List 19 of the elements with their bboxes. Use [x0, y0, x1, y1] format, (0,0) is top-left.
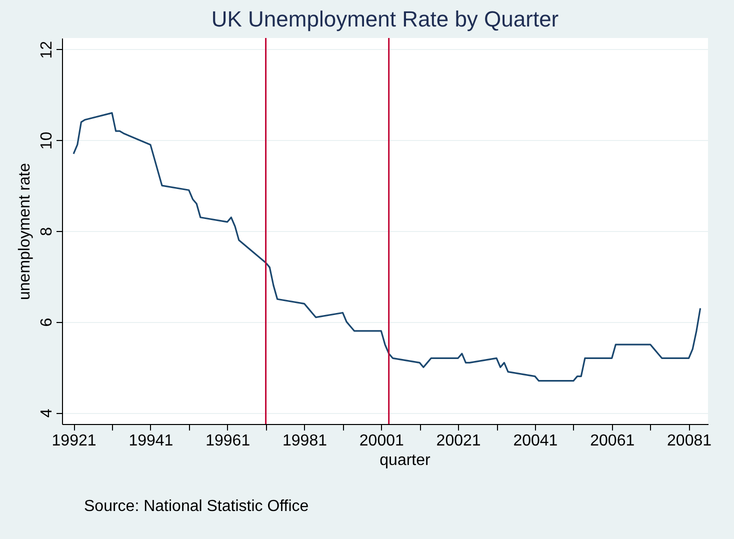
- source-note: Source: National Statistic Office: [84, 498, 309, 516]
- x-tick-label: 19941: [128, 432, 174, 450]
- y-tick-label: 8: [38, 226, 56, 236]
- x-tick-label: 19961: [206, 432, 250, 450]
- y-tick-label: 12: [38, 40, 56, 59]
- x-axis-title: quarter: [378, 452, 432, 470]
- y-tick-label: 6: [38, 318, 56, 327]
- x-tick-label: 20001: [359, 432, 404, 450]
- x-tick-label: 20081: [667, 432, 712, 450]
- line-series: [72, 112, 702, 382]
- chart-title: UK Unemployment Rate by Quarter: [211, 6, 559, 32]
- y-tick-label: 10: [38, 132, 56, 150]
- x-tick-label: 19981: [282, 432, 328, 450]
- x-tick-label: 19921: [52, 432, 96, 450]
- x-tick-label: 20021: [436, 432, 481, 450]
- x-tick-label: 20041: [513, 432, 558, 450]
- y-axis-title: unemployment rate: [16, 162, 34, 300]
- y-tick-label: 4: [38, 408, 56, 418]
- x-tick-label: 20061: [590, 432, 635, 450]
